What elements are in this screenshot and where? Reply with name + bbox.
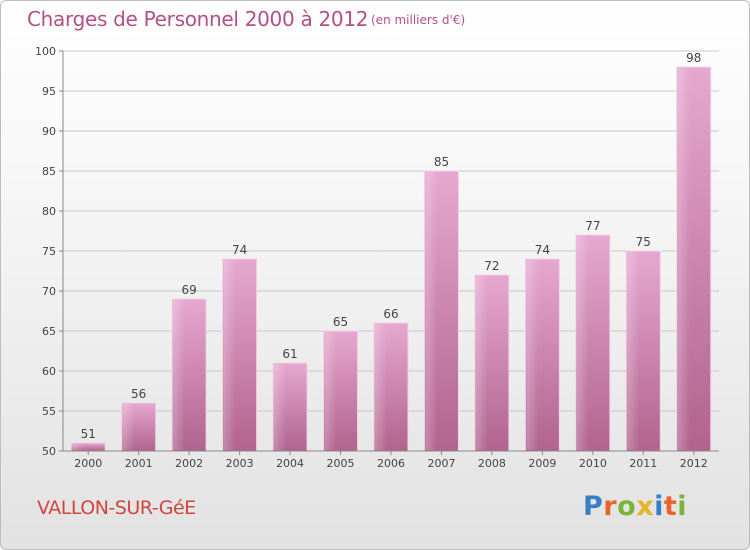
logo-letter: r: [603, 491, 618, 522]
bar-highlight: [122, 404, 135, 450]
bar-highlight: [576, 236, 589, 450]
logo-letter: t: [663, 491, 678, 522]
logo-letter: P: [583, 491, 604, 522]
bar-highlight: [223, 260, 236, 450]
x-tick-label: 2007: [427, 457, 455, 470]
bars-layer: 51 56 69 74 61 65 66 85 72 74 77 75 98: [70, 51, 712, 452]
x-tick-label: 2005: [327, 457, 355, 470]
y-tick-label: 50: [42, 445, 56, 458]
x-tick-label: 2012: [680, 457, 708, 470]
bar-highlight: [627, 252, 640, 450]
bar-highlight: [324, 332, 337, 450]
bar-value-label: 74: [535, 243, 550, 257]
bar-highlight: [677, 68, 690, 450]
x-tick-label: 2002: [175, 457, 203, 470]
x-tick-label: 2004: [276, 457, 304, 470]
y-tick-label: 65: [42, 325, 56, 338]
bar-value-label: 85: [434, 155, 449, 169]
x-tick-label: 2003: [226, 457, 254, 470]
y-tick-label: 60: [42, 365, 56, 378]
y-tick-label: 90: [42, 125, 56, 138]
y-tick-label: 55: [42, 405, 56, 418]
bar-value-label: 66: [383, 307, 398, 321]
bar-value-label: 72: [484, 259, 499, 273]
bar-value-label: 75: [636, 235, 651, 249]
bar-highlight: [475, 276, 488, 450]
y-tick-label: 70: [42, 285, 56, 298]
logo-letter: x: [636, 491, 655, 522]
logo-letter: i: [677, 491, 688, 522]
bar-value-label: 69: [182, 283, 197, 297]
y-tick-label: 75: [42, 245, 56, 258]
x-tick-label: 2011: [629, 457, 657, 470]
x-tick-label: 2009: [528, 457, 556, 470]
x-tick-label: 2001: [125, 457, 153, 470]
y-tick-label: 100: [35, 45, 56, 58]
bar-value-label: 98: [686, 51, 701, 65]
bar-value-label: 61: [282, 347, 297, 361]
bar-value-label: 77: [585, 219, 600, 233]
logo-letter: i: [654, 491, 664, 522]
logo-letter: o: [617, 491, 637, 522]
x-tick-label: 2006: [377, 457, 405, 470]
bar-value-label: 65: [333, 315, 348, 329]
bar-highlight: [72, 444, 85, 450]
y-tick-label: 95: [42, 85, 56, 98]
x-tick-label: 2008: [478, 457, 506, 470]
chart-subtitle: (en milliers d'€): [371, 13, 466, 27]
y-tick-label: 80: [42, 205, 56, 218]
bar-highlight: [274, 364, 286, 450]
y-tick-label: 85: [42, 165, 56, 178]
bar-value-label: 51: [81, 427, 96, 441]
bar-value-label: 74: [232, 243, 247, 257]
bar-highlight: [425, 172, 438, 450]
bar-value-label: 56: [131, 387, 146, 401]
bar-highlight: [375, 324, 387, 450]
bar-highlight: [173, 300, 186, 450]
x-tick-label: 2010: [579, 457, 607, 470]
commune-name: VALLON-SUR-GéE: [37, 497, 196, 519]
axis-layer: 50 55 60 65 70 75 80 85 90 95 100 2000 2001 2002 2003 2…: [35, 45, 719, 470]
proxiti-logo: Proxiti: [583, 491, 687, 522]
x-tick-label: 2000: [74, 457, 102, 470]
bar-highlight: [526, 260, 539, 450]
chart-title: Charges de Personnel 2000 à 2012: [27, 7, 369, 31]
